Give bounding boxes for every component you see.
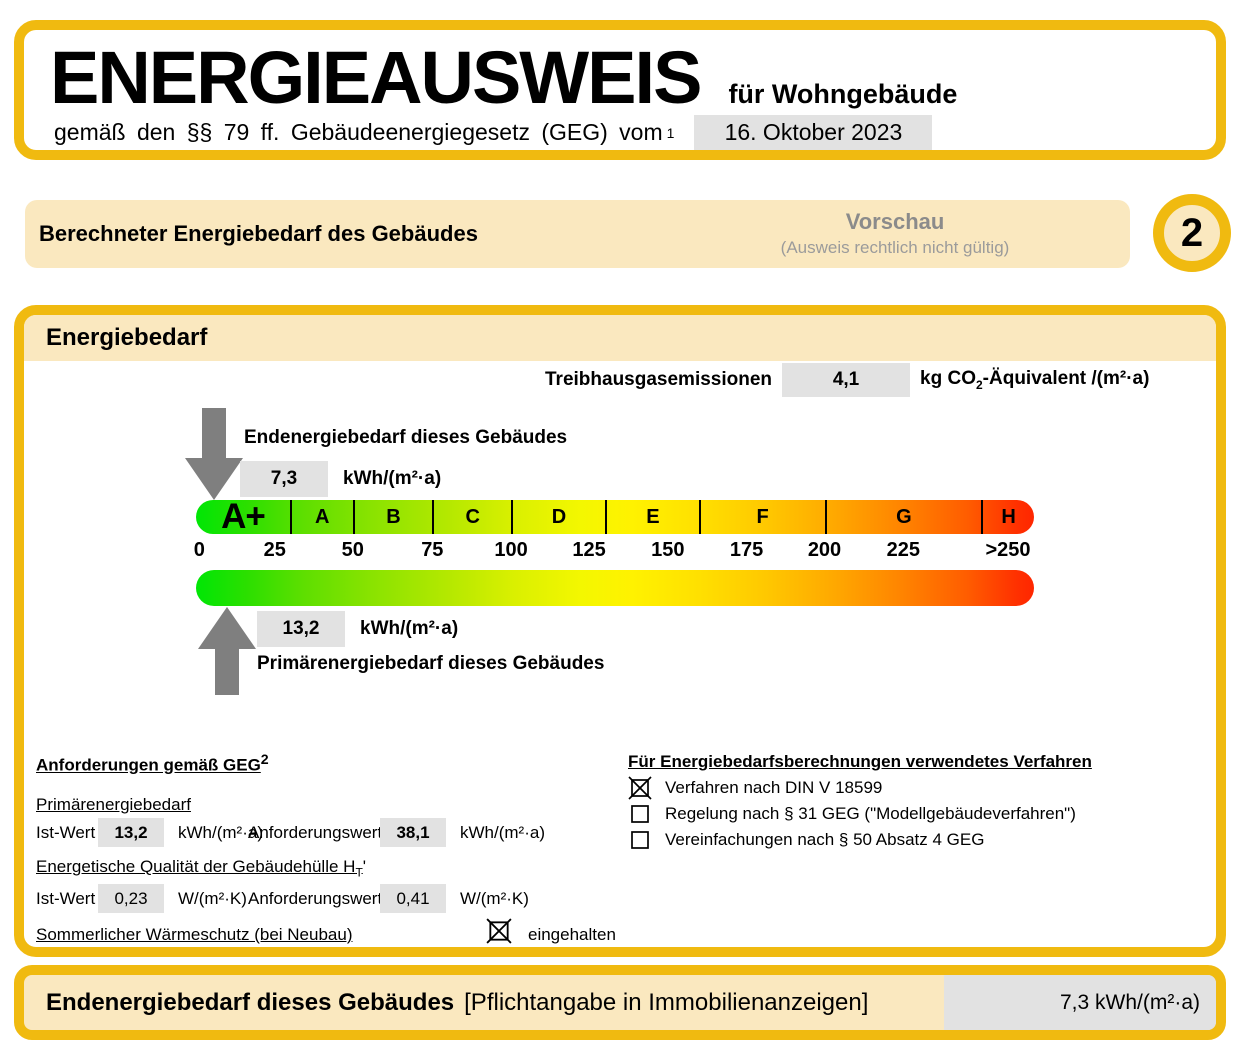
geg-date-field[interactable]: 16. Oktober 2023 <box>694 115 933 151</box>
panel-header: Energiebedarf <box>24 315 1216 361</box>
envelope-req-unit: W/(m²·K) <box>460 889 529 908</box>
envelope-quality-heading: Energetische Qualität der Gebäudehülle H… <box>36 857 367 880</box>
primary-energy-scale-bar <box>196 570 1034 606</box>
law-reference-text: gemäß den §§ 79 ff. Gebäudeenergiegesetz… <box>54 119 663 146</box>
scale-band-a: A <box>289 500 353 534</box>
ghg-unit: kg CO2-Äquivalent /(m²·a) <box>920 368 1150 392</box>
scale-band-c: C <box>432 500 511 534</box>
ist-wert-label: Ist-Wert <box>36 889 96 908</box>
scale-band-b: B <box>352 500 433 534</box>
energy-demand-panel: Energiebedarf Treibhausgasemissionen 4,1… <box>14 305 1226 957</box>
primary-energy-value-row: 13,2 kWh/(m²·a) <box>257 611 458 647</box>
law-footnote-marker: 1 <box>666 124 675 141</box>
primary-energy-value-field[interactable]: 13,2 <box>257 611 345 647</box>
scale-tick-200: 200 <box>807 539 842 561</box>
envelope-quality-row: Ist-Wert 0,23 W/(m²·K) Anforderungswert … <box>36 884 596 914</box>
end-energy-unit: kWh/(m²·a) <box>343 468 442 489</box>
calculation-method-section: Für Energiebedarfsberechnungen verwendet… <box>628 752 1188 851</box>
requirements-title: Anforderungen gemäß GEG2 <box>36 752 269 775</box>
law-reference-row: gemäß den §§ 79 ff. Gebäudeenergiegesetz… <box>24 112 1216 151</box>
method-option-vereinfachungen: Vereinfachungen nach § 50 Absatz 4 GEG <box>628 829 1188 851</box>
envelope-ist-unit: W/(m²·K) <box>178 889 247 908</box>
page-number-badge: 2 <box>1153 194 1231 272</box>
scale-band-h: H <box>981 500 1034 534</box>
envelope-ist-value-field[interactable]: 0,23 <box>98 884 164 913</box>
scale-band-a-plus: A+ <box>221 497 266 536</box>
primary-ist-unit: kWh/(m²·a) <box>178 823 263 842</box>
scale-band-e: E <box>604 500 699 534</box>
scale-tick-50: 50 <box>341 539 364 561</box>
summer-heat-protection-label: Sommerlicher Wärmeschutz (bei Neubau) <box>36 925 353 944</box>
primary-energy-label: Primärenergiebedarf dieses Gebäudes <box>257 653 605 674</box>
method-option-modellgebaeudeverfahren: Regelung nach § 31 GEG ("Modellgebäudeve… <box>628 803 1188 825</box>
end-energy-label: Endenergiebedarf dieses Gebäudes <box>244 427 568 448</box>
checkbox-checked-icon[interactable] <box>628 776 652 800</box>
method-option-din-v-18599: Verfahren nach DIN V 18599 <box>628 776 1188 800</box>
scale-tick-175: 175 <box>729 539 764 561</box>
efficiency-scale-bar: A+ A B C D E F G H <box>196 497 1034 536</box>
page-number: 2 <box>1180 210 1204 255</box>
scale-tick-0: 0 <box>193 539 205 561</box>
scale-band-d: D <box>511 500 605 534</box>
ist-wert-label: Ist-Wert <box>36 823 96 842</box>
checkbox-unchecked-icon[interactable] <box>628 828 652 852</box>
primary-req-value-field[interactable]: 38,1 <box>380 818 446 847</box>
scale-tick-100: 100 <box>494 539 528 561</box>
header-subtitle: für Wohngebäude <box>728 79 958 109</box>
scale-tick-25: 25 <box>263 539 286 561</box>
header-box: ENERGIEAUSWEIS für Wohngebäude gemäß den… <box>14 20 1226 160</box>
page-title: ENERGIEAUSWEIS <box>50 36 702 119</box>
preview-label: Vorschau <box>845 209 945 234</box>
scale-band-f: F <box>698 500 825 534</box>
scale-tick-150: 150 <box>651 539 685 561</box>
primary-energy-requirement-row: Ist-Wert 13,2 kWh/(m²·a) Anforderungswer… <box>36 818 596 848</box>
primary-ist-value-field[interactable]: 13,2 <box>98 818 164 847</box>
section-title: Berechneter Energiebedarf des Gebäudes <box>39 221 478 246</box>
scale-tick-125: 125 <box>572 539 606 561</box>
anforderungswert-label: Anforderungswert <box>248 823 383 842</box>
method-title: Für Energiebedarfsberechnungen verwendet… <box>628 752 1092 771</box>
scale-tick-225: 225 <box>886 539 920 561</box>
primary-req-unit: kWh/(m²·a) <box>460 823 545 842</box>
end-energy-arrow-down-icon <box>185 408 243 500</box>
summer-heat-protection-row: Sommerlicher Wärmeschutz (bei Neubau) ei… <box>36 918 616 947</box>
panel-title: Energiebedarf <box>46 324 208 351</box>
section-header-bar: Berechneter Energiebedarf des Gebäudes V… <box>25 200 1130 268</box>
scale-tick-gt250: >250 <box>985 539 1031 561</box>
footer-label: Endenergiebedarf dieses Gebäudes [Pflicht… <box>46 988 869 1016</box>
primary-energy-unit: kWh/(m²·a) <box>360 618 459 639</box>
scale-band-g: G <box>824 500 982 534</box>
anforderungswert-label: Anforderungswert <box>248 889 383 908</box>
scale-axis: 0 25 50 75 100 125 150 175 200 225 >250 <box>193 539 1034 565</box>
preview-note: (Ausweis rechtlich nicht gültig) <box>780 238 1010 257</box>
primary-energy-arrow-up-icon <box>198 607 256 695</box>
geg-requirements-section: Anforderungen gemäß GEG2 Primärenergiebe… <box>36 752 616 947</box>
checkbox-checked-icon[interactable] <box>486 918 512 944</box>
ghg-emissions-row: Treibhausgasemissionen 4,1 kg CO2-Äquiva… <box>545 363 1149 397</box>
summer-heat-protection-status: eingehalten <box>528 925 616 944</box>
footer-end-energy-value: 7,3 kWh/(m²·a) <box>944 975 1216 1030</box>
header-title-row: ENERGIEAUSWEIS für Wohngebäude <box>24 30 1216 119</box>
ghg-value-field[interactable]: 4,1 <box>782 363 911 397</box>
ghg-label: Treibhausgasemissionen <box>545 369 773 390</box>
primary-energy-requirement-heading: Primärenergiebedarf <box>36 795 191 814</box>
envelope-req-value-field[interactable]: 0,41 <box>380 884 446 913</box>
end-energy-value-field[interactable]: 7,3 <box>240 461 328 497</box>
checkbox-unchecked-icon[interactable] <box>628 802 652 826</box>
requirements-footnote-marker: 2 <box>260 752 269 768</box>
preview-watermark: Vorschau (Ausweis rechtlich nicht gültig… <box>715 209 1075 258</box>
scale-tick-75: 75 <box>421 539 444 561</box>
end-energy-value-row: 7,3 kWh/(m²·a) <box>240 461 441 497</box>
mandatory-disclosure-bar: Endenergiebedarf dieses Gebäudes [Pflicht… <box>14 965 1226 1040</box>
